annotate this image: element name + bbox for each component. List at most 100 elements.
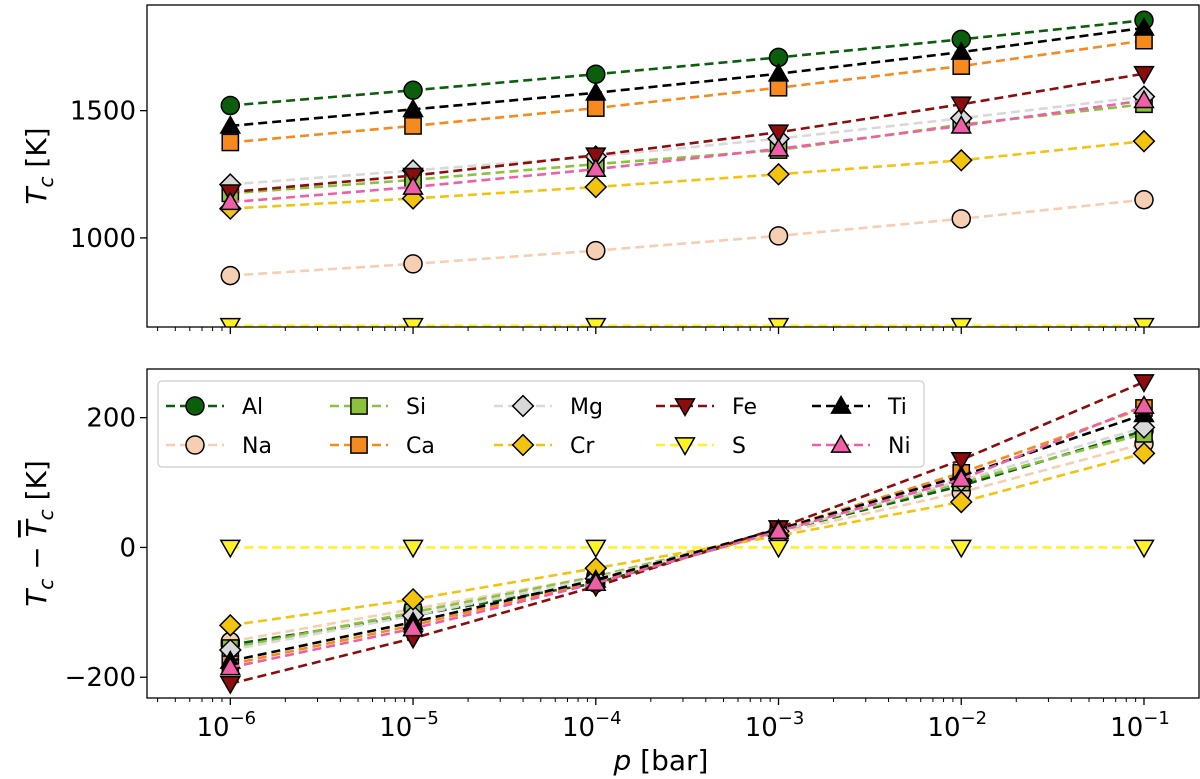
series-line-al [230,18,1145,107]
legend-label: Na [242,434,272,459]
data-point-cr [767,162,790,186]
legend: Al Na Si Ca Mg Cr Fe S Ti Ni [157,380,925,468]
legend-marker [830,434,852,453]
data-point-ti [950,41,972,60]
series-line-mg [230,95,1145,186]
legend-marker [674,437,696,456]
legend-entry-cr: Cr [494,433,595,459]
legend-box [157,380,925,468]
legend-entry-mg: Mg [494,394,603,420]
y-axis-label: Tc [K] [20,127,58,204]
legend-marker [830,395,852,414]
data-point-fe [1133,374,1155,393]
data-point-cr [218,613,242,637]
data-point-ni [585,572,607,591]
data-point-ni [1133,89,1155,109]
x-axis-label: p [bar] [613,744,709,777]
y-tick-label: 0 [119,533,136,563]
data-point-al [220,95,241,116]
y-axis-label: Tc − Tc [K] [20,460,58,607]
x-tick-label: 10−3 [745,708,805,743]
legend-marker [350,397,368,415]
data-point-ni [950,468,972,488]
data-point-ni [219,656,242,676]
data-point-ni [585,158,607,178]
x-tick-label: 10−1 [1110,708,1170,743]
series-line-ni [230,404,1145,669]
legend-label: S [732,434,746,459]
y-tick-label: 1000 [70,224,136,254]
data-point-ca [586,99,605,117]
data-point-s [219,539,242,559]
plot-area [218,10,1156,327]
legend-label: Fe [732,395,757,420]
legend-label: Ca [406,434,435,459]
data-point-na [586,240,606,261]
data-point-s [950,539,972,559]
data-point-fe [1133,65,1155,85]
series-line-cr [230,452,1145,627]
data-point-ca [404,117,422,135]
data-point-ni [1133,395,1155,414]
data-point-ti [1133,16,1155,36]
data-point-ti [219,114,242,134]
data-point-al [403,80,423,101]
legend-marker [511,394,535,418]
legend-entry-ca: Ca [330,434,435,459]
legend-label: Ni [888,434,911,459]
data-point-na [220,265,241,286]
data-point-fe [219,675,242,695]
data-point-ca [769,78,788,97]
data-point-cr [949,490,973,514]
data-point-al [586,64,606,84]
legend-marker [511,433,535,457]
axes-frame [146,368,1200,699]
data-point-ni [950,114,972,134]
series-line-na [230,198,1145,277]
data-point-fe [950,452,972,471]
legend-entry-si: Si [330,395,426,420]
x-tick-label: 10−5 [379,708,439,743]
legend-marker [350,436,368,454]
data-point-ni [402,617,424,637]
data-point-ca [221,133,240,152]
data-point-cr [584,175,608,199]
series-ca [221,31,1153,152]
data-point-ni [402,176,424,195]
series-line-si [230,102,1145,195]
top-panel: 1000 1500 Tc [K] [20,4,1200,334]
series-line-cr [230,139,1145,210]
legend-label: Cr [570,434,595,459]
bottom-panel: 10−6 10−5 10−4 10−3 10−2 10−1 −200 0 200 Tc − Tc … [20,368,1200,777]
data-point-fe [950,96,972,116]
series-mg [218,85,1156,196]
data-point-fe [767,124,790,144]
y-tick-label: 200 [86,404,136,434]
data-point-s [1133,539,1155,559]
legend-entry-s: S [656,434,746,459]
series-cr [218,441,1156,637]
series-fe [219,65,1155,204]
series-line-ti [230,26,1145,128]
x-tick-label: 10−2 [927,708,987,743]
plot-area [218,374,1156,695]
legend-entry-na: Na [166,434,272,459]
legend-label: Al [242,395,263,420]
data-point-mg [1132,415,1156,439]
series-na [220,189,1154,286]
data-point-cr [949,148,973,172]
data-point-na [403,254,423,274]
data-point-cr [1132,441,1156,465]
series-line-na [230,442,1145,643]
legend-marker [185,435,205,455]
data-point-ni [767,520,790,540]
legend-entry-ti: Ti [812,395,907,420]
series-line-ca [230,39,1145,144]
legend-label: Mg [570,395,603,420]
data-point-ca [952,57,971,75]
data-point-fe [585,147,607,167]
series-line-ni [230,99,1145,204]
data-point-cr [401,587,425,611]
data-point-s [585,539,607,559]
